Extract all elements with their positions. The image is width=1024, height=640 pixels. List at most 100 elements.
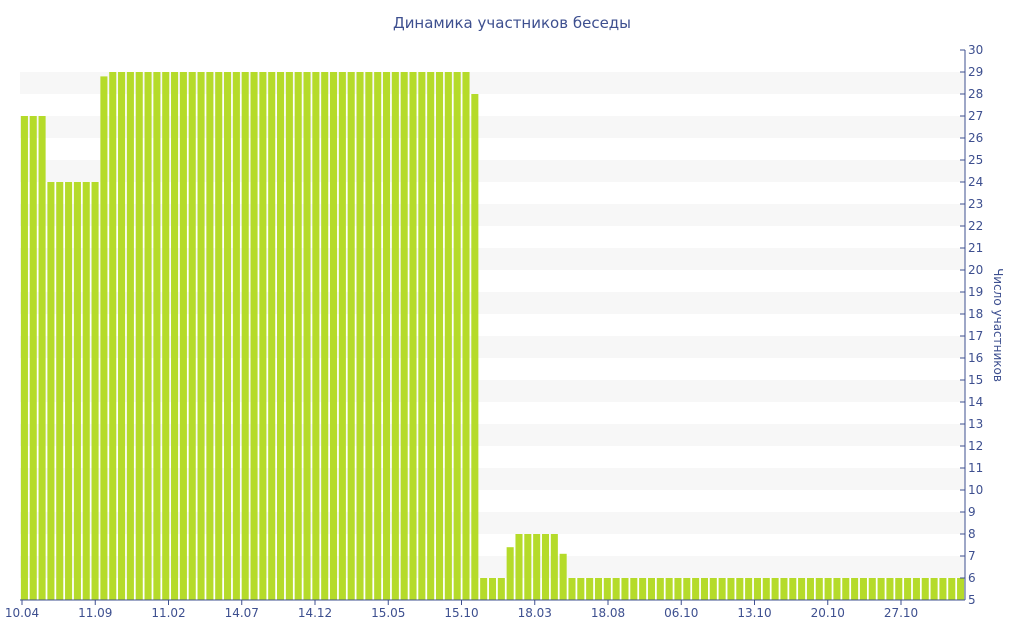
bar[interactable]: [206, 72, 214, 600]
bar[interactable]: [374, 72, 382, 600]
bar[interactable]: [833, 578, 841, 600]
bar[interactable]: [435, 72, 444, 600]
bar[interactable]: [736, 578, 744, 600]
bar[interactable]: [215, 72, 223, 600]
bar[interactable]: [753, 578, 761, 600]
bar[interactable]: [38, 116, 46, 600]
bar[interactable]: [268, 72, 276, 600]
bar[interactable]: [559, 553, 567, 600]
bar[interactable]: [171, 72, 179, 600]
bar[interactable]: [533, 534, 541, 600]
bar[interactable]: [188, 72, 196, 600]
bar[interactable]: [471, 94, 479, 600]
bar[interactable]: [798, 578, 806, 600]
bar[interactable]: [409, 72, 417, 600]
bar[interactable]: [365, 72, 373, 600]
bar[interactable]: [259, 72, 267, 600]
bar[interactable]: [921, 578, 929, 600]
bar[interactable]: [524, 534, 532, 600]
bar[interactable]: [356, 72, 364, 600]
bar[interactable]: [656, 578, 664, 600]
bar[interactable]: [912, 578, 920, 600]
bar[interactable]: [647, 578, 656, 600]
bar[interactable]: [73, 182, 81, 600]
bar[interactable]: [957, 578, 965, 600]
bar[interactable]: [488, 578, 497, 600]
bar[interactable]: [877, 578, 885, 600]
bar[interactable]: [480, 578, 488, 600]
bar[interactable]: [135, 72, 143, 600]
bar[interactable]: [400, 72, 408, 600]
bar[interactable]: [179, 72, 187, 600]
bar[interactable]: [674, 578, 682, 600]
bar[interactable]: [639, 578, 647, 600]
bar[interactable]: [842, 578, 850, 600]
bar[interactable]: [144, 72, 152, 600]
bar[interactable]: [568, 578, 576, 600]
bar[interactable]: [930, 578, 938, 600]
bar[interactable]: [241, 72, 249, 600]
bar[interactable]: [868, 578, 876, 600]
bar[interactable]: [277, 72, 285, 600]
bar[interactable]: [780, 578, 788, 600]
bar[interactable]: [762, 578, 770, 600]
bar[interactable]: [621, 578, 629, 600]
bar[interactable]: [904, 578, 912, 600]
bar[interactable]: [427, 72, 435, 600]
bar[interactable]: [506, 547, 514, 600]
bar[interactable]: [29, 116, 37, 600]
bar[interactable]: [815, 578, 823, 600]
bar[interactable]: [312, 72, 320, 600]
bar[interactable]: [586, 578, 594, 600]
bar[interactable]: [630, 578, 638, 600]
bar[interactable]: [303, 72, 311, 600]
bar[interactable]: [683, 578, 691, 600]
bar[interactable]: [391, 72, 399, 600]
bar[interactable]: [118, 72, 126, 600]
bar[interactable]: [56, 182, 64, 600]
bar[interactable]: [612, 578, 620, 600]
bar[interactable]: [65, 182, 73, 600]
bar[interactable]: [541, 534, 550, 600]
bar[interactable]: [895, 578, 903, 600]
bar[interactable]: [20, 116, 28, 600]
bar[interactable]: [594, 578, 603, 600]
bar[interactable]: [382, 72, 391, 600]
bar[interactable]: [444, 72, 452, 600]
bar[interactable]: [162, 72, 170, 600]
bar[interactable]: [789, 578, 797, 600]
bar[interactable]: [153, 72, 161, 600]
bar[interactable]: [709, 578, 717, 600]
bar[interactable]: [824, 578, 832, 600]
bar[interactable]: [453, 72, 461, 600]
bar[interactable]: [886, 578, 894, 600]
bar[interactable]: [100, 76, 108, 600]
bar[interactable]: [224, 72, 232, 600]
bar[interactable]: [294, 72, 302, 600]
bar[interactable]: [321, 72, 329, 600]
bar[interactable]: [330, 72, 338, 600]
bar[interactable]: [727, 578, 735, 600]
bar[interactable]: [771, 578, 779, 600]
bar[interactable]: [462, 72, 470, 600]
bar[interactable]: [497, 578, 505, 600]
bar[interactable]: [806, 578, 814, 600]
bar[interactable]: [338, 72, 346, 600]
bar[interactable]: [285, 72, 293, 600]
bar[interactable]: [109, 72, 117, 600]
bar[interactable]: [82, 182, 90, 600]
bar[interactable]: [603, 578, 611, 600]
bar[interactable]: [665, 578, 673, 600]
bar[interactable]: [47, 182, 55, 600]
bar[interactable]: [718, 578, 726, 600]
bar[interactable]: [851, 578, 859, 600]
bar[interactable]: [550, 534, 558, 600]
bar[interactable]: [250, 72, 258, 600]
bar[interactable]: [692, 578, 700, 600]
bar[interactable]: [939, 578, 947, 600]
bar[interactable]: [126, 72, 134, 600]
bar[interactable]: [418, 72, 426, 600]
bar[interactable]: [577, 578, 585, 600]
bar[interactable]: [232, 72, 240, 600]
bar[interactable]: [197, 72, 205, 600]
